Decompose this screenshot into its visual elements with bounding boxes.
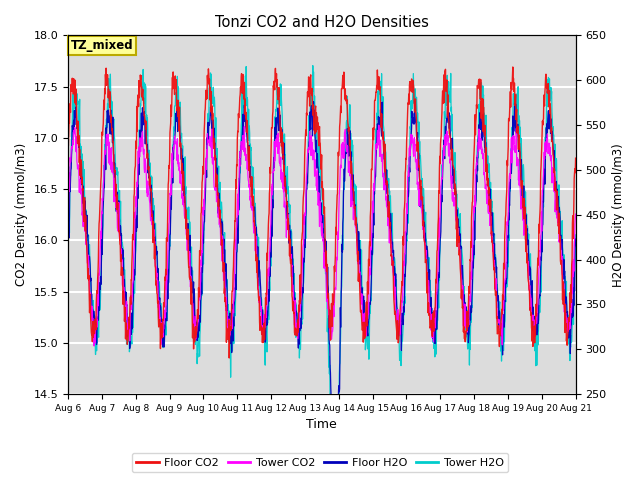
Title: Tonzi CO2 and H2O Densities: Tonzi CO2 and H2O Densities [215, 15, 429, 30]
X-axis label: Time: Time [307, 419, 337, 432]
Y-axis label: H2O Density (mmol/m3): H2O Density (mmol/m3) [612, 143, 625, 287]
Text: TZ_mixed: TZ_mixed [71, 39, 133, 52]
Legend: Floor CO2, Tower CO2, Floor H2O, Tower H2O: Floor CO2, Tower CO2, Floor H2O, Tower H… [132, 453, 508, 472]
Y-axis label: CO2 Density (mmol/m3): CO2 Density (mmol/m3) [15, 143, 28, 287]
